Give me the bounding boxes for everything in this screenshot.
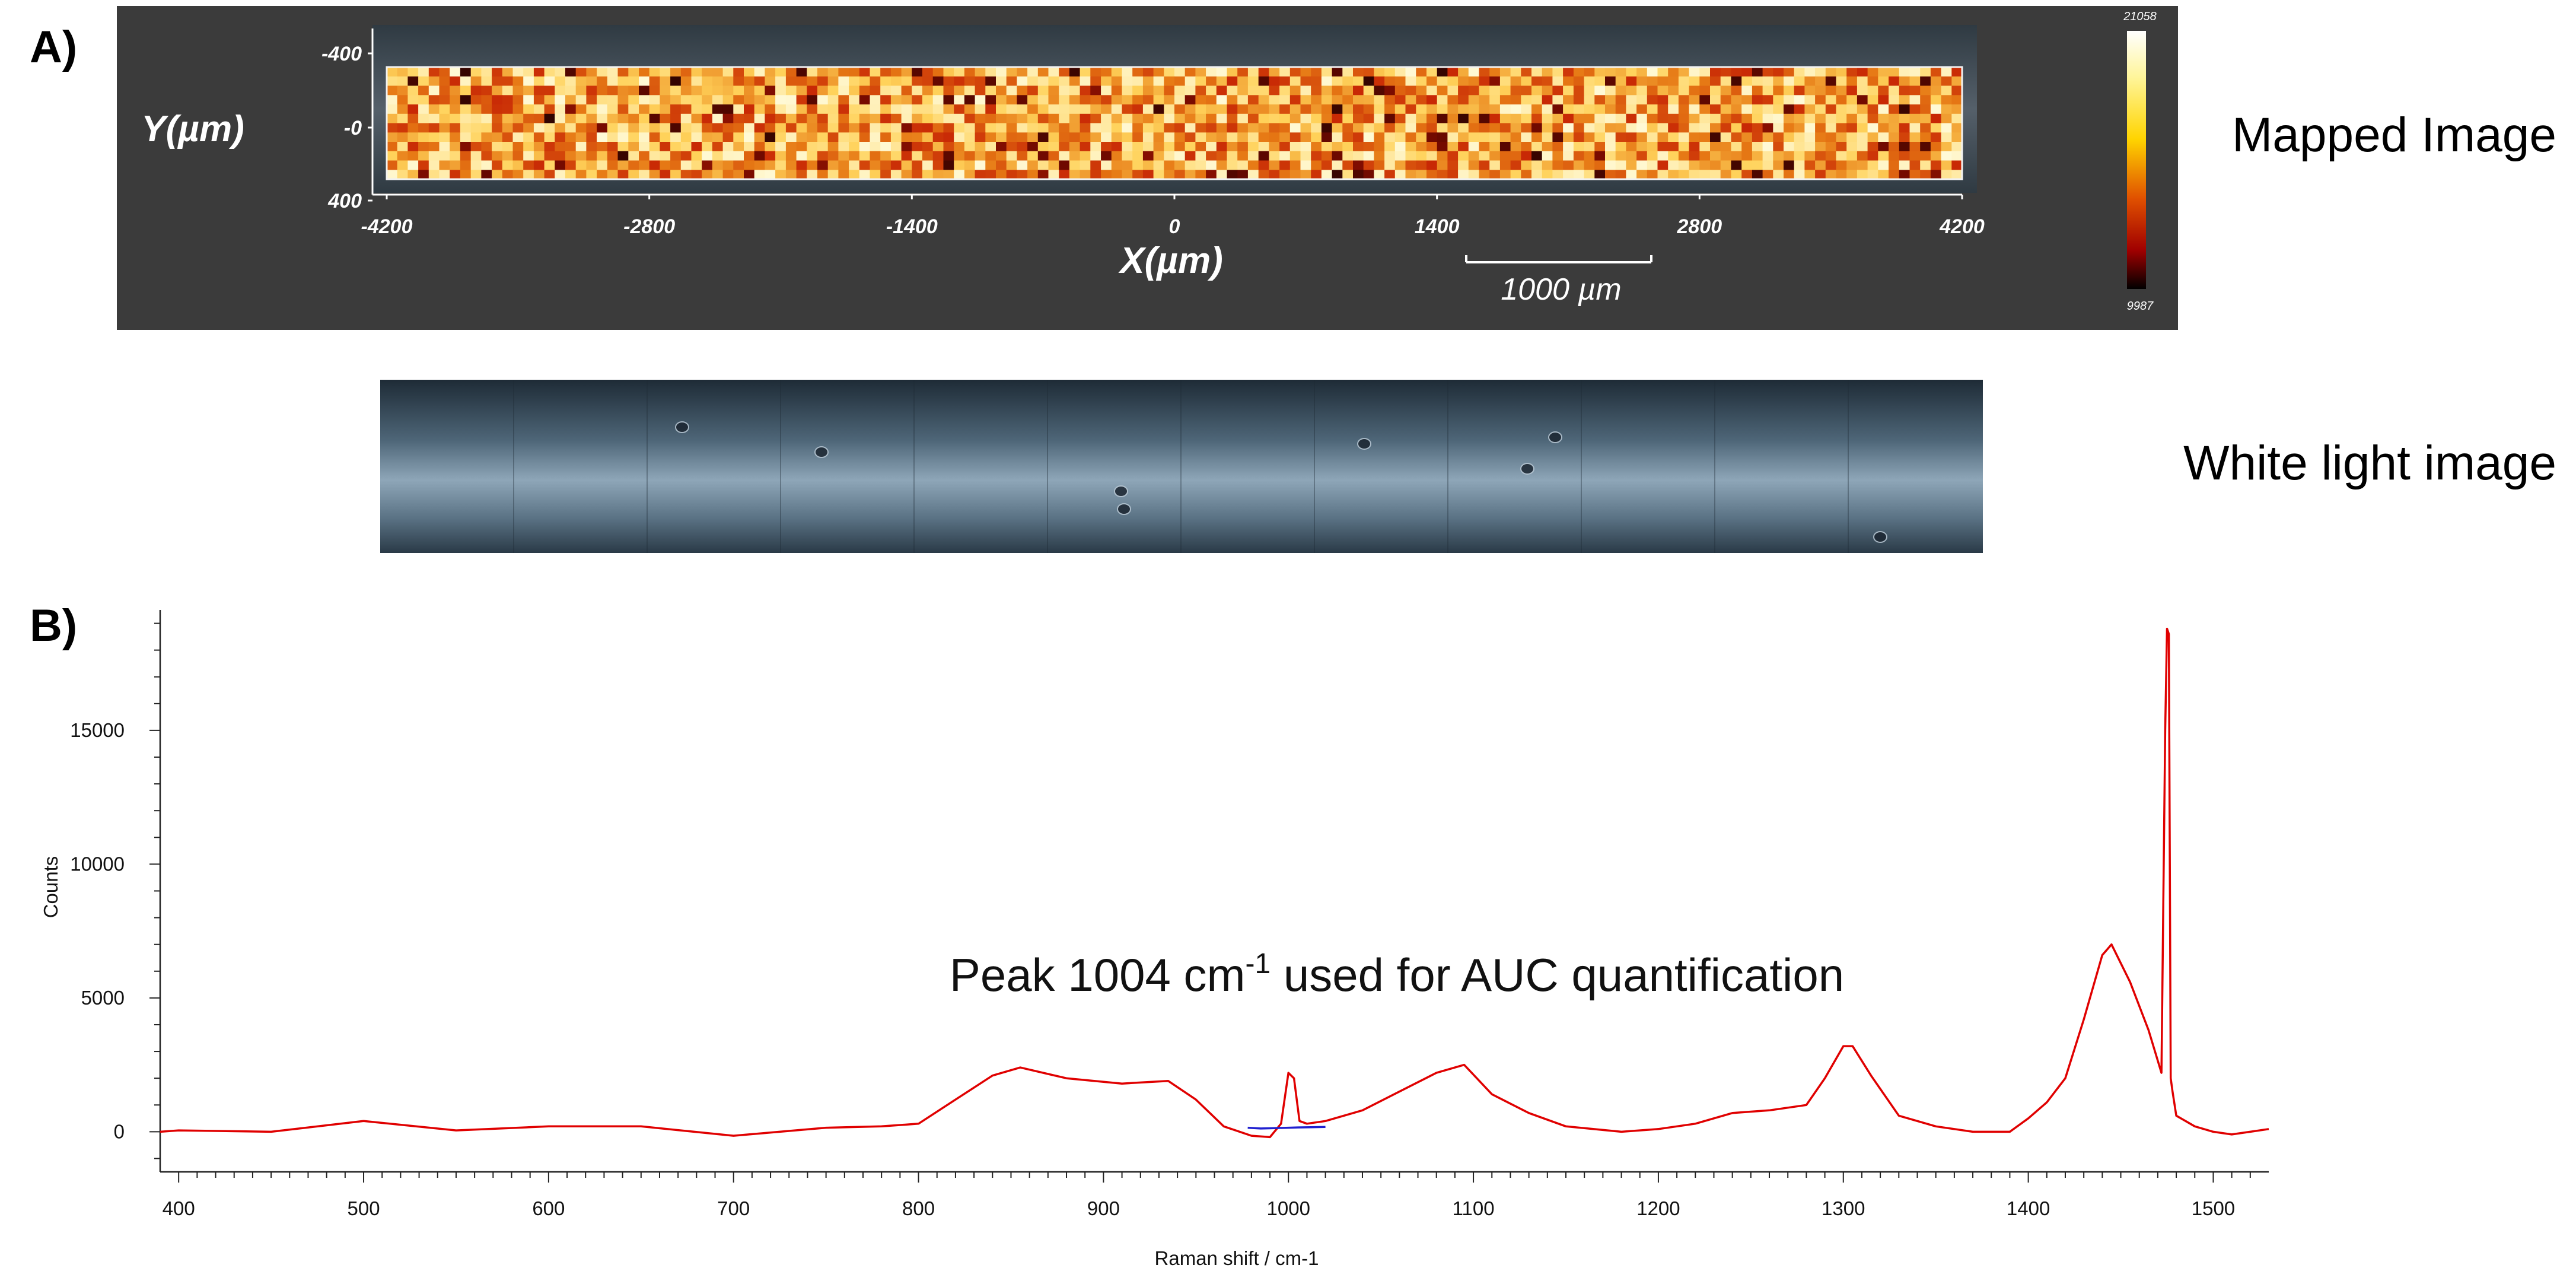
heatmap-y-axis-title: Y(µm): [141, 109, 244, 150]
spectrum-x-tick-label: 1400: [2007, 1197, 2050, 1219]
spectrum-x-tick-label: 600: [532, 1197, 565, 1219]
heatmap-axes: -4200 -2800 -1400 0 1400 2800 4200 -400 -0 400: [321, 28, 1985, 238]
spectrum-x-tick-label: 1200: [1636, 1197, 1680, 1219]
heatmap-y-tick-label: -0: [344, 117, 362, 139]
panel-a-label: A): [30, 22, 77, 72]
heatmap-cells: [387, 67, 1963, 180]
white-light-caption: White light image: [2183, 436, 2556, 490]
spectrum-series: [160, 627, 2269, 1139]
spectrum-y-tick-label: 0: [114, 1120, 125, 1142]
spectrum-x-tick-label: 1500: [2192, 1197, 2235, 1219]
peak-annotation: Peak 1004 cm-1 used for AUC quantificati…: [950, 948, 1844, 1001]
heatmap-x-tick-label: -2800: [623, 215, 675, 238]
scale-bar-label: 1000 µm: [1501, 272, 1621, 307]
spectrum-x-tick-label: 1000: [1267, 1197, 1310, 1219]
spectrum-x-tick-label: 700: [717, 1197, 750, 1219]
spectrum-x-tick-label: 900: [1087, 1197, 1120, 1219]
heatmap-x-tick-label: -4200: [361, 215, 413, 238]
colorbar-min-label: 9987: [2127, 300, 2154, 313]
spectrum-x-tick-label: 1300: [1822, 1197, 1865, 1219]
heatmap-x-tick-label: -1400: [886, 215, 938, 238]
heatmap-y-tick-label: -400: [321, 43, 362, 65]
heatmap-x-tick-label: 4200: [1939, 215, 1985, 238]
auc-baseline-line: [1247, 1126, 1326, 1130]
spectrum-y-tick-label: 10000: [70, 853, 125, 875]
heatmap-x-tick-label: 0: [1169, 215, 1180, 238]
white-light-image: [380, 380, 1983, 553]
colorbar: [2127, 31, 2146, 289]
spectrum-line: [160, 627, 2269, 1139]
heatmap-x-axis-title: X(µm): [1118, 240, 1223, 281]
spectrum-y-axis-title: Counts: [40, 856, 62, 919]
spectrum-x-tick-label: 500: [347, 1197, 380, 1219]
heatmap-x-tick-label: 1400: [1415, 215, 1460, 238]
heatmap-y-tick-label: 400: [327, 190, 362, 212]
colorbar-max-label: 21058: [2123, 10, 2157, 23]
white-light-texture: [513, 380, 1887, 553]
spectrum-axes: 400 500 600 700 800 900 1000 1100 1200 1300 1400 15…: [70, 610, 2269, 1219]
spectrum-x-axis-title: Raman shift / cm-1: [1155, 1247, 1319, 1268]
spectrum-x-tick-label: 400: [163, 1197, 195, 1219]
spectrum-x-tick-label: 800: [902, 1197, 935, 1219]
panel-b-label: B): [30, 600, 77, 651]
spectrum-x-tick-label: 1100: [1453, 1197, 1495, 1219]
heatmap-x-tick-label: 2800: [1677, 215, 1722, 238]
mapped-image-caption: Mapped Image: [2232, 108, 2556, 162]
spectrum-y-tick-label: 15000: [70, 719, 125, 741]
heatmap-border: [386, 66, 1963, 180]
spectrum-y-tick-label: 5000: [81, 987, 125, 1009]
